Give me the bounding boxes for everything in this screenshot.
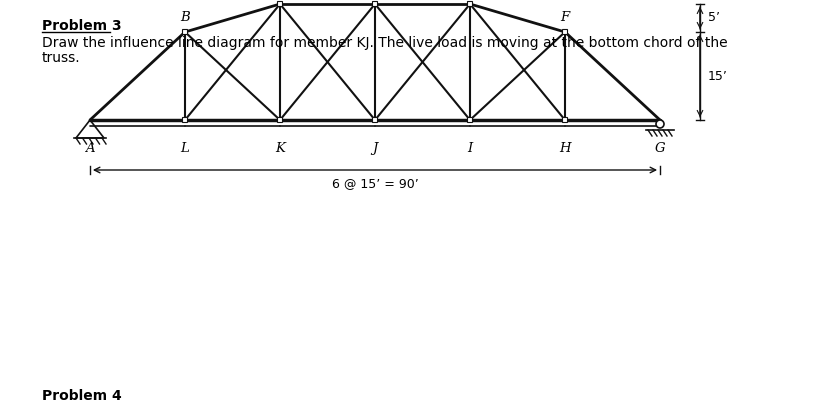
- Text: K: K: [275, 142, 285, 155]
- Text: 15’: 15’: [708, 69, 728, 83]
- Bar: [372, 2, 377, 7]
- Bar: [467, 117, 472, 122]
- Bar: [182, 29, 188, 34]
- Bar: [182, 117, 188, 122]
- Circle shape: [656, 120, 664, 128]
- Bar: [563, 117, 568, 122]
- Text: A: A: [85, 142, 95, 155]
- Polygon shape: [76, 120, 104, 138]
- Text: Problem 4: Problem 4: [42, 389, 122, 403]
- Text: truss.: truss.: [42, 51, 81, 65]
- Text: I: I: [467, 142, 473, 155]
- Text: L: L: [180, 142, 190, 155]
- Text: 6 @ 15’ = 90’: 6 @ 15’ = 90’: [331, 177, 419, 190]
- Text: Draw the influence line diagram for member KJ. The live load is moving at the bo: Draw the influence line diagram for memb…: [42, 36, 728, 50]
- Bar: [278, 117, 283, 122]
- Text: F: F: [560, 11, 569, 24]
- Text: B: B: [180, 11, 190, 24]
- Bar: [372, 117, 377, 122]
- Bar: [467, 2, 472, 7]
- Bar: [278, 2, 283, 7]
- Text: Problem 3: Problem 3: [42, 19, 122, 33]
- Bar: [563, 29, 568, 34]
- Text: 5’: 5’: [708, 12, 720, 24]
- Text: J: J: [372, 142, 377, 155]
- Text: G: G: [655, 142, 665, 155]
- Text: H: H: [559, 142, 571, 155]
